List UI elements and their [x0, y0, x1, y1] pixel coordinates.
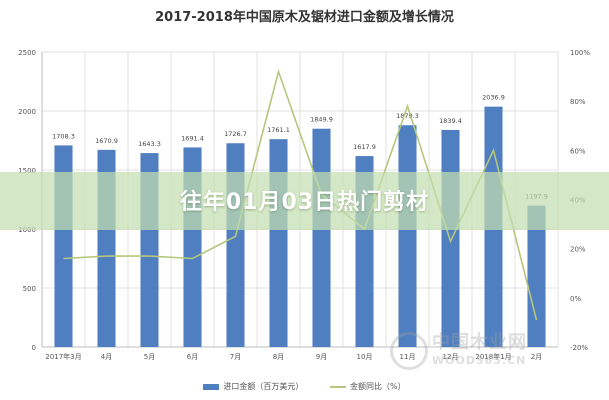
bar-data-label: 1761.1: [267, 126, 290, 134]
y-left-tick-label: 1000: [18, 226, 36, 234]
y-left-tick-label: 2000: [18, 108, 36, 116]
bar: [441, 129, 460, 347]
bar-data-label: 1617.9: [353, 143, 376, 151]
x-tick-label: 2017年3月: [45, 352, 81, 361]
watermark: 中国木业网 WOOD365.CN: [384, 326, 604, 378]
legend-item-line: 金额同比（%）: [329, 381, 406, 392]
y-right-tick-label: 60%: [570, 147, 586, 155]
y-right-tick-label: 80%: [570, 98, 586, 106]
watermark-logo-icon: [390, 332, 428, 370]
x-tick-label: 2018年1月: [475, 352, 511, 361]
x-tick-label: 7月: [230, 353, 241, 361]
x-tick-label: 6月: [187, 353, 198, 361]
bar: [312, 128, 331, 347]
legend-label-bar: 进口金额（百万美元）: [223, 382, 304, 391]
bar-data-label: 1643.3: [138, 140, 161, 148]
overlay-banner: [0, 172, 609, 230]
watermark-url: WOOD365.CN: [432, 354, 527, 367]
y-right-tick-label: 100%: [570, 49, 590, 57]
y-left-tick-label: 2500: [18, 49, 36, 57]
legend: 进口金额（百万美元） 金额同比（%）: [0, 381, 609, 392]
bar-data-label: 1708.3: [52, 132, 75, 140]
bar: [527, 205, 546, 347]
legend-swatch-bar: [203, 383, 220, 390]
bar-data-label: 1849.9: [310, 116, 333, 124]
x-tick-label: 8月: [273, 353, 284, 361]
bar-data-label: 2036.9: [482, 94, 505, 102]
bar: [398, 125, 417, 347]
y-right-tick-label: -20%: [570, 344, 588, 352]
x-tick-label: 10月: [357, 353, 373, 361]
x-tick-label: 2月: [531, 353, 542, 361]
y-right-tick-label: 0%: [570, 295, 581, 303]
bar-data-label: 1839.4: [439, 117, 462, 125]
bar-data-label: 1879.3: [396, 112, 419, 120]
bar-data-label: 1670.9: [95, 137, 118, 145]
bar-data-label: 1691.4: [181, 134, 204, 142]
y-right-tick-label: 20%: [570, 246, 586, 254]
chart-title: 2017-2018年中国原木及锯材进口金额及增长情况: [155, 10, 454, 25]
x-tick-label: 12月: [443, 353, 459, 361]
legend-swatch-line: [329, 385, 346, 388]
watermark-name: 中国木业网: [432, 332, 527, 353]
y-left-tick-label: 0: [32, 344, 36, 352]
overlay-banner-text: 往年01月03日热门剪材: [179, 190, 430, 215]
y-left-tick-label: 500: [23, 285, 36, 293]
legend-label-line: 金额同比（%）: [349, 382, 406, 391]
legend-item-bar: 进口金额（百万美元）: [203, 381, 303, 392]
bar-data-label: 1726.7: [224, 130, 247, 138]
y-left-tick-label: 1500: [18, 167, 36, 175]
x-tick-label: 5月: [144, 353, 155, 361]
x-tick-label: 9月: [316, 353, 327, 361]
x-tick-label: 4月: [101, 353, 112, 361]
bar: [269, 139, 288, 347]
